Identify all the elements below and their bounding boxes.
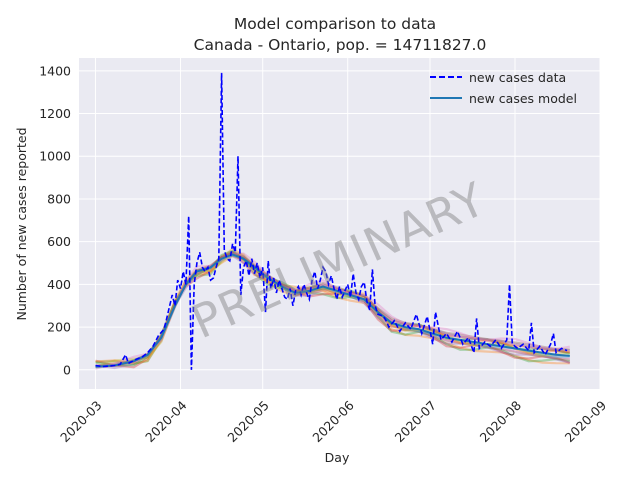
y-tick-label: 800: [47, 191, 71, 206]
legend-label-model: new cases model: [469, 91, 577, 106]
legend: new cases data new cases model: [430, 70, 577, 106]
y-tick-label: 1000: [39, 149, 71, 164]
x-axis-label: Day: [325, 450, 350, 465]
chart-subtitle: Canada - Ontario, pop. = 14711827.0: [194, 36, 487, 54]
model-series-line: [95, 253, 570, 368]
model-ensemble-line: [95, 250, 570, 365]
x-tick-label: 2020-05: [224, 398, 272, 446]
model-ensemble-line: [95, 252, 570, 370]
y-tick-label: 1400: [39, 63, 71, 78]
x-tick-label: 2020-07: [392, 398, 440, 446]
model-ensemble-line: [95, 254, 571, 370]
y-tick-label: 0: [63, 362, 71, 377]
series-lines: [95, 72, 570, 370]
legend-label-data: new cases data: [469, 70, 566, 85]
x-tick-label: 2020-03: [57, 398, 105, 446]
y-tick-label: 600: [47, 234, 71, 249]
y-axis-label: Number of new cases reported: [14, 127, 29, 320]
x-tick-label: 2020-04: [142, 398, 190, 446]
y-tick-label: 200: [47, 320, 71, 335]
x-tick-label: 2020-09: [562, 398, 610, 446]
x-tick-label: 2020-08: [477, 398, 525, 446]
data-series-line: [95, 72, 568, 370]
y-tick-label: 400: [47, 277, 71, 292]
x-axis-ticks: 2020-03 2020-04 2020-05 2020-06 2020-07 2020-…: [57, 398, 609, 446]
y-axis-ticks: 0 200 400 600 800 1000 1200 1400: [39, 63, 71, 377]
model-ensemble-line: [95, 247, 570, 365]
grid-lines: [79, 58, 601, 389]
y-tick-label: 1200: [39, 106, 71, 121]
chart-title: Model comparison to data: [234, 15, 436, 33]
x-tick-label: 2020-06: [309, 398, 357, 446]
